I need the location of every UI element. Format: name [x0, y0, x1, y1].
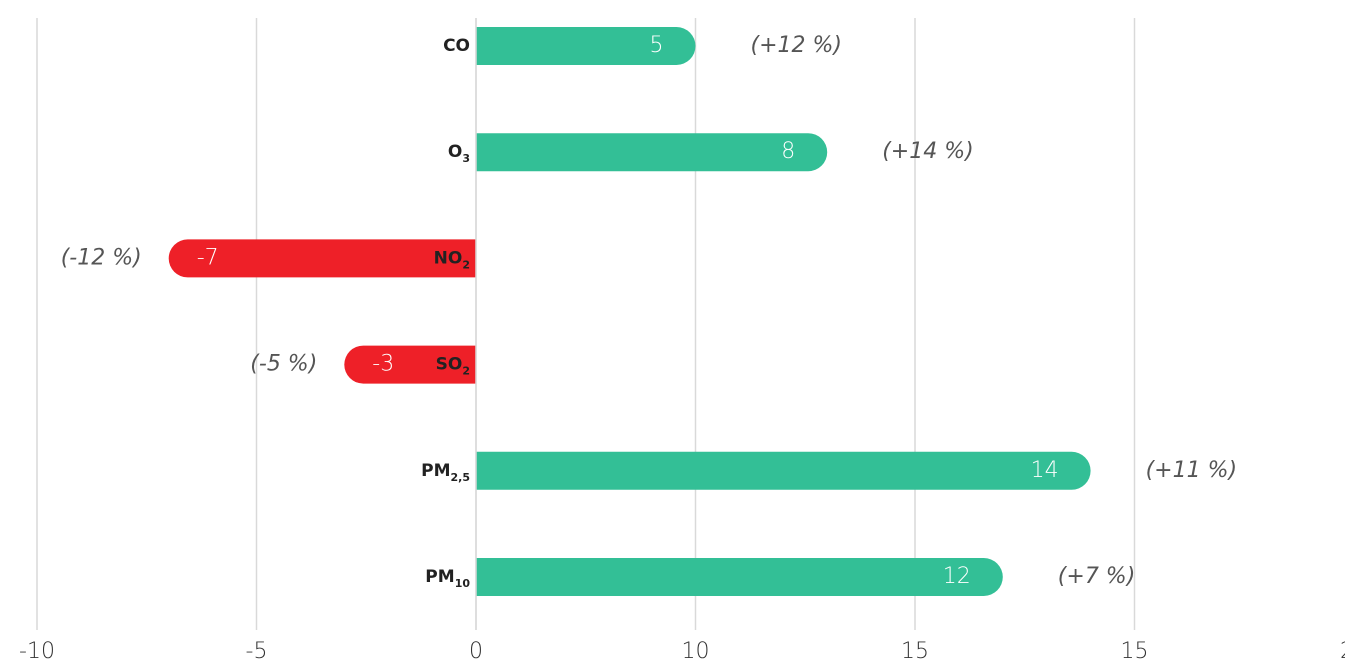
category-label: SO2 [436, 355, 470, 378]
change-label: (-5 %) [250, 352, 317, 377]
value-label: 12 [943, 564, 971, 589]
change-label: (+7 %) [1058, 564, 1136, 589]
value-label: 5 [650, 33, 664, 58]
category-label: PM2,5 [421, 461, 470, 484]
x-tick-label: 0 [469, 639, 483, 664]
value-label: 8 [781, 139, 795, 164]
x-tick-label: -10 [19, 639, 55, 664]
category-label: NO2 [434, 248, 470, 271]
bar [476, 451, 1091, 490]
category-label: PM10 [425, 567, 470, 590]
x-tick-label: 10 [682, 639, 710, 664]
category-label: O3 [448, 142, 470, 165]
change-label: (+11 %) [1146, 458, 1238, 483]
value-label: 14 [1031, 458, 1059, 483]
bar [168, 239, 476, 278]
bar [476, 27, 696, 65]
x-tick-label: 15 [1121, 639, 1149, 664]
value-label: -7 [197, 245, 219, 270]
category-label: CO [443, 36, 470, 56]
bar [476, 558, 1003, 596]
x-tick-label: 20 [1340, 639, 1345, 664]
value-label: -3 [372, 352, 394, 377]
bar [344, 345, 476, 384]
change-label: (-12 %) [61, 245, 142, 270]
change-label: (+14 %) [882, 139, 974, 164]
change-label: (+12 %) [751, 33, 843, 58]
x-tick-label: 15 [901, 639, 929, 664]
bar [476, 133, 828, 172]
x-tick-label: -5 [246, 639, 268, 664]
